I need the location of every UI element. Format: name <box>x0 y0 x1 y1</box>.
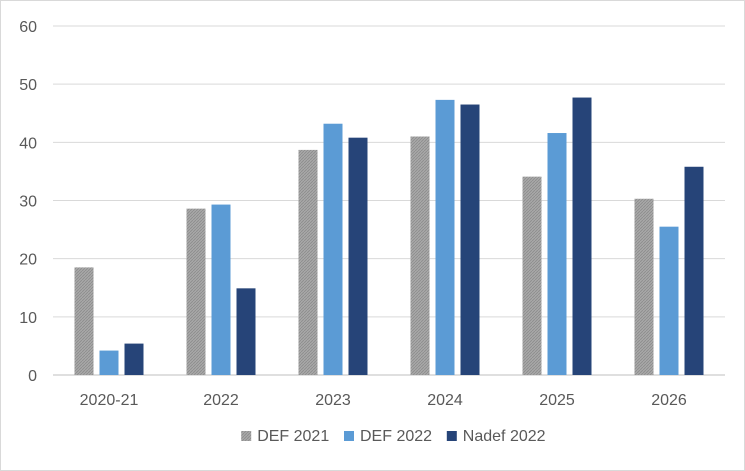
x-tick-label: 2023 <box>315 392 351 409</box>
legend-label: DEF 2022 <box>360 428 432 445</box>
bar-nadef-2022-2024 <box>460 104 480 376</box>
bar-nadef-2022-2026 <box>684 166 704 375</box>
bar-def-2022-2024 <box>435 99 455 375</box>
bars <box>74 97 704 376</box>
bar-nadef-2022-2025 <box>572 97 592 376</box>
bar-def-2022-2020-21 <box>99 350 119 375</box>
legend: DEF 2021 DEF 2022 Nadef 2022 <box>241 428 546 445</box>
y-tick-label: 20 <box>19 252 37 269</box>
y-tick-label: 50 <box>19 77 37 94</box>
bar-nadef-2022-2023 <box>348 137 368 375</box>
y-tick-label: 10 <box>19 310 37 327</box>
gridlines <box>53 25 725 376</box>
bar-def-2022-2022 <box>211 204 231 375</box>
legend-swatch <box>241 431 252 441</box>
axes: 0 10 20 30 40 50 60 2020-21 2022 2023 2024 2025 2026 <box>19 19 687 409</box>
bar-def-2021-2026 <box>634 198 654 375</box>
legend-label: Nadef 2022 <box>463 428 546 445</box>
bar-def-2021-2025 <box>522 176 542 375</box>
legend-label: DEF 2021 <box>257 428 329 445</box>
bar-def-2022-2026 <box>659 226 679 375</box>
y-tick-label: 40 <box>19 135 37 152</box>
x-tick-label: 2024 <box>427 392 463 409</box>
x-tick-label: 2020-21 <box>80 392 139 409</box>
bar-nadef-2022-2022 <box>236 288 256 375</box>
bar-def-2021-2022 <box>186 208 206 375</box>
bar-def-2021-2023 <box>298 149 318 375</box>
bar-def-2022-2025 <box>547 133 567 375</box>
x-tick-label: 2022 <box>203 392 239 409</box>
bar-def-2022-2023 <box>323 123 343 375</box>
bar-def-2021-2020-21 <box>74 267 94 375</box>
y-tick-label: 30 <box>19 194 37 211</box>
x-tick-label: 2025 <box>539 392 575 409</box>
bar-def-2021-2024 <box>410 136 430 375</box>
bar-nadef-2022-2020-21 <box>124 343 144 375</box>
legend-swatch <box>446 431 457 441</box>
x-tick-label: 2026 <box>651 392 687 409</box>
legend-swatch <box>344 431 354 441</box>
y-tick-label: 0 <box>28 368 37 385</box>
y-tick-label: 60 <box>19 19 37 36</box>
